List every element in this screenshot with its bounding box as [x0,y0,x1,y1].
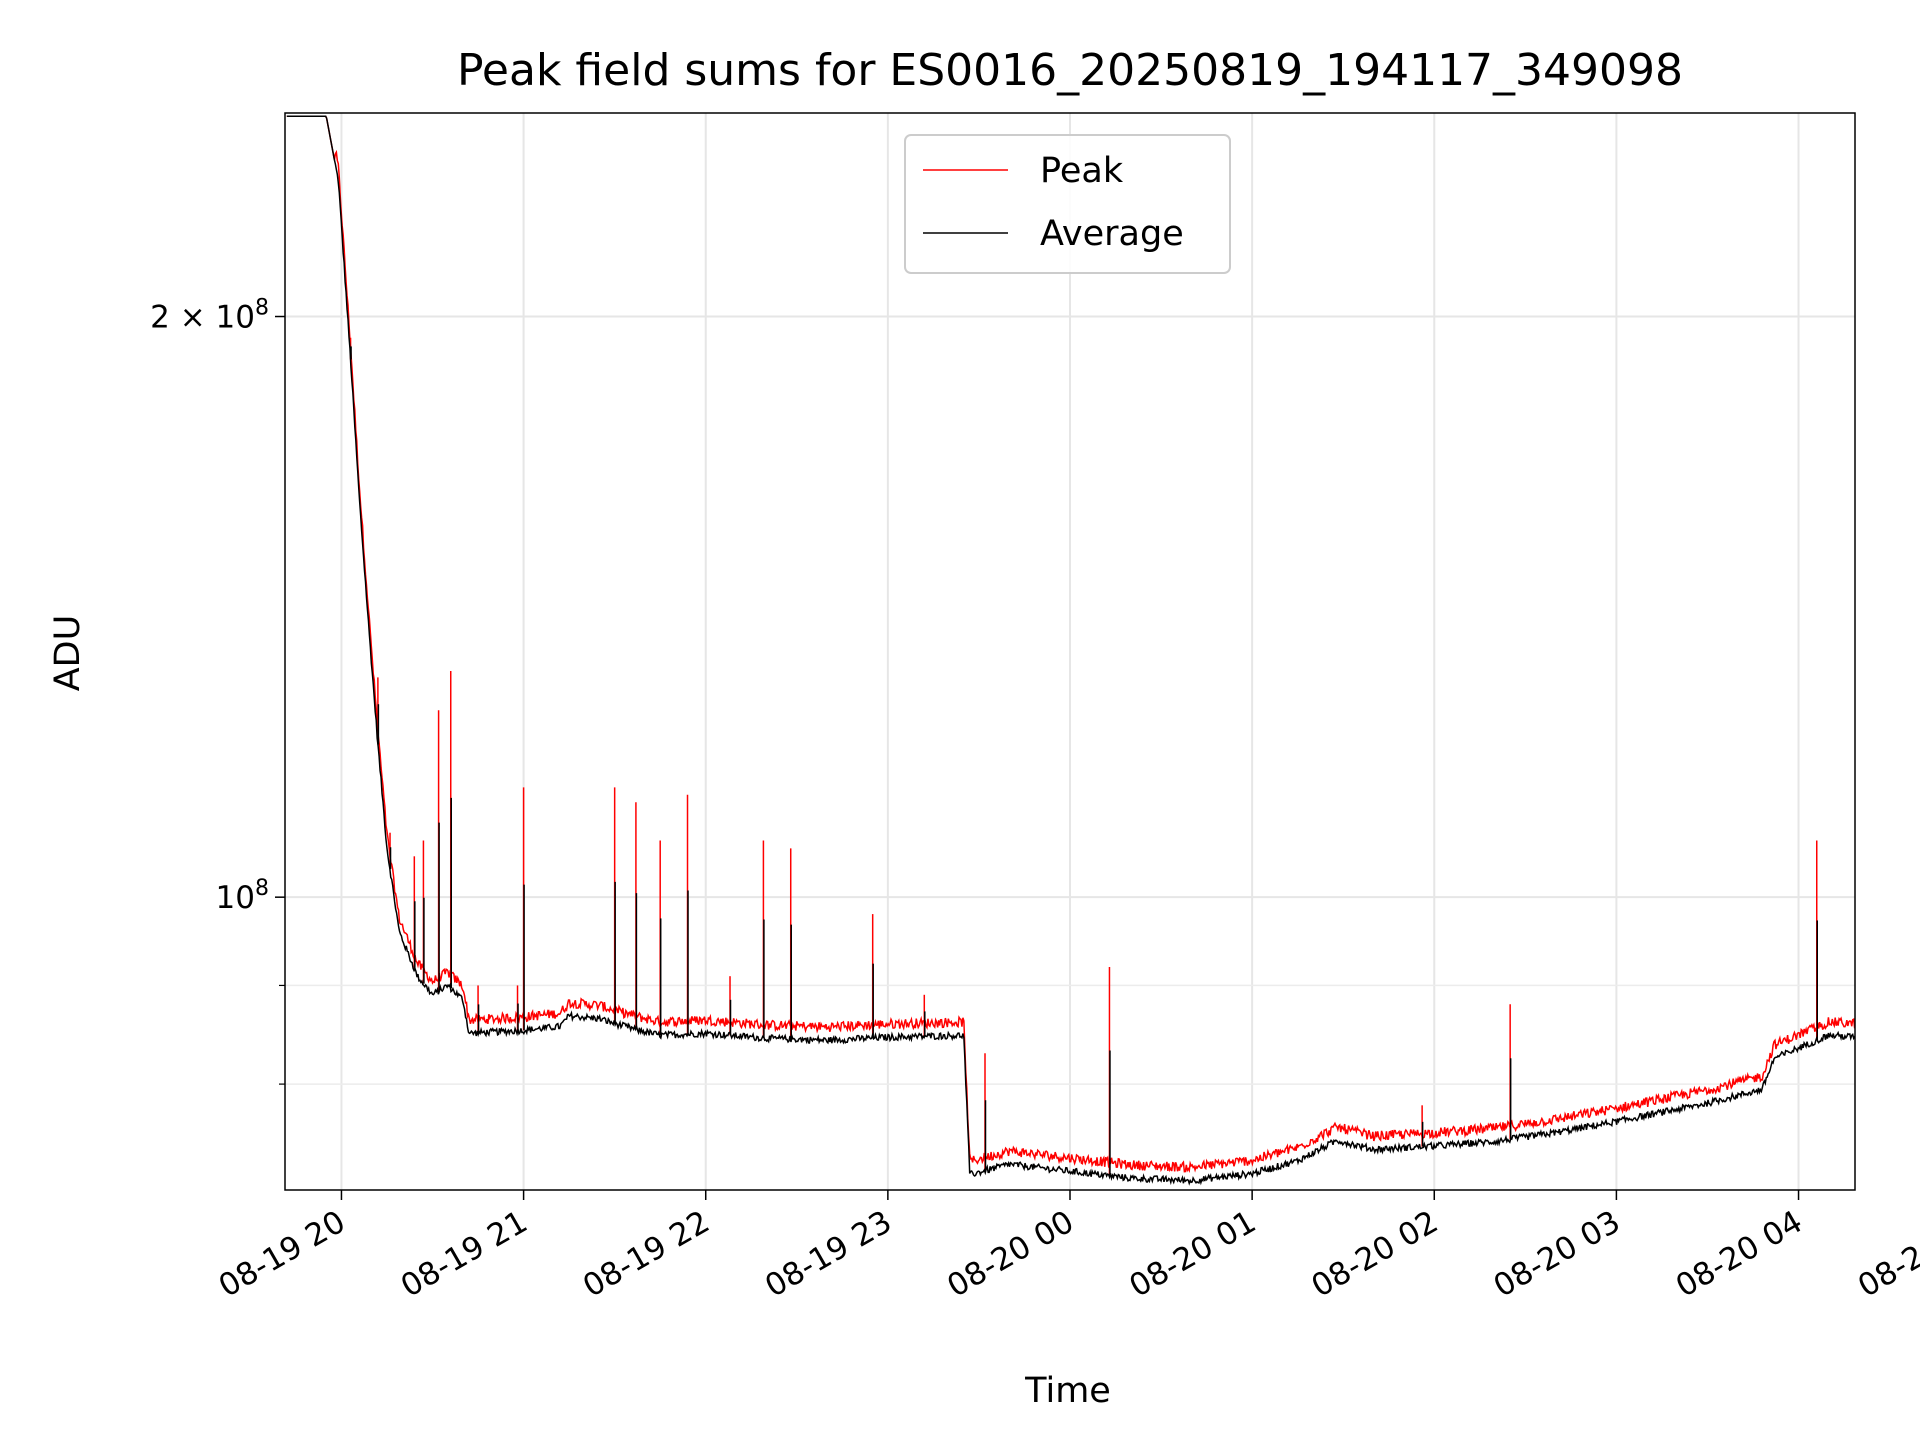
legend-label-peak: Peak [1040,151,1124,191]
series-peak-line [286,115,1855,1173]
grid-layer [285,113,1855,1190]
chart-title: Peak field sums for ES0016_20250819_1941… [457,45,1683,96]
y-tick-exponent: 8 [255,876,269,901]
y-tick-base: 2 × 10 [150,300,255,336]
legend-label-average: Average [1040,214,1184,254]
series-average-line [286,115,1855,1186]
y-tick-base: 10 [216,880,255,916]
y-tick-label: 108 [216,876,269,916]
y-axis-label: ADU [48,615,88,692]
legend: Peak Average [904,134,1231,274]
x-axis-label: Time [1024,1371,1111,1411]
y-tick-exponent: 8 [255,296,269,321]
y-tick-label: 2 × 108 [150,296,269,336]
data-layer [286,115,1855,1186]
